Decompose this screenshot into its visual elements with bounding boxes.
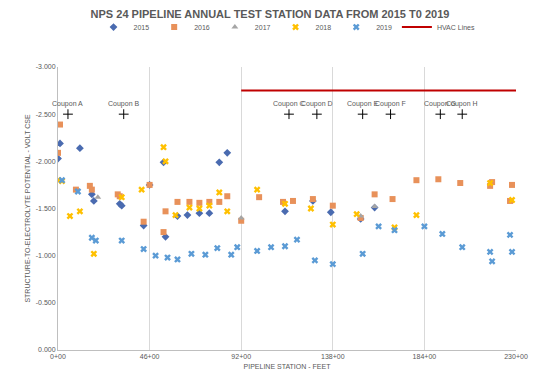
svg-text:-2.500: -2.500 [36, 111, 56, 118]
svg-text:2016: 2016 [194, 24, 210, 31]
svg-text:92+00: 92+00 [231, 353, 251, 360]
svg-text:230+00: 230+00 [504, 353, 528, 360]
svg-text:-1.000: -1.000 [36, 252, 56, 259]
svg-text:2018: 2018 [316, 24, 332, 31]
svg-text:184+00: 184+00 [413, 353, 437, 360]
svg-text:2017: 2017 [255, 24, 271, 31]
svg-text:NPS 24 PIPELINE ANNUAL TEST ST: NPS 24 PIPELINE ANNUAL TEST STATION DATA… [91, 8, 450, 20]
svg-text:Coupon B: Coupon B [108, 100, 139, 108]
svg-text:Coupon C: Coupon C [273, 100, 305, 108]
svg-text:Coupon F: Coupon F [375, 100, 406, 108]
svg-text:-3.000: -3.000 [36, 63, 56, 70]
svg-text:PIPELINE STATION - FEET: PIPELINE STATION - FEET [244, 363, 332, 370]
svg-text:2015: 2015 [134, 24, 150, 31]
svg-text:-1.500: -1.500 [36, 205, 56, 212]
svg-text:138+00: 138+00 [321, 353, 345, 360]
svg-text:-0.500: -0.500 [36, 299, 56, 306]
svg-text:Coupon D: Coupon D [301, 100, 333, 108]
svg-text:Coupon G: Coupon G [424, 100, 456, 108]
svg-text:STRUCTURE-TO-ELECTROLYTE POTEN: STRUCTURE-TO-ELECTROLYTE POTENTIAL - VOL… [24, 114, 31, 303]
svg-text:46+00: 46+00 [140, 353, 160, 360]
svg-text:0.000: 0.000 [38, 346, 56, 353]
svg-text:Coupon H: Coupon H [446, 100, 478, 108]
svg-text:Coupon A: Coupon A [52, 100, 83, 108]
svg-text:Coupon E: Coupon E [347, 100, 378, 108]
svg-text:-2.000: -2.000 [36, 158, 56, 165]
svg-text:0+00: 0+00 [50, 353, 66, 360]
svg-text:HVAC Lines: HVAC Lines [437, 24, 475, 31]
svg-text:2019: 2019 [376, 24, 392, 31]
